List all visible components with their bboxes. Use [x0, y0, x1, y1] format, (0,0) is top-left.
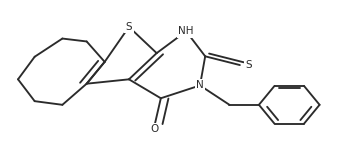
Text: S: S [245, 60, 252, 70]
Text: S: S [126, 22, 132, 32]
Text: NH: NH [179, 26, 194, 36]
Text: O: O [151, 125, 159, 135]
Text: N: N [196, 80, 204, 90]
